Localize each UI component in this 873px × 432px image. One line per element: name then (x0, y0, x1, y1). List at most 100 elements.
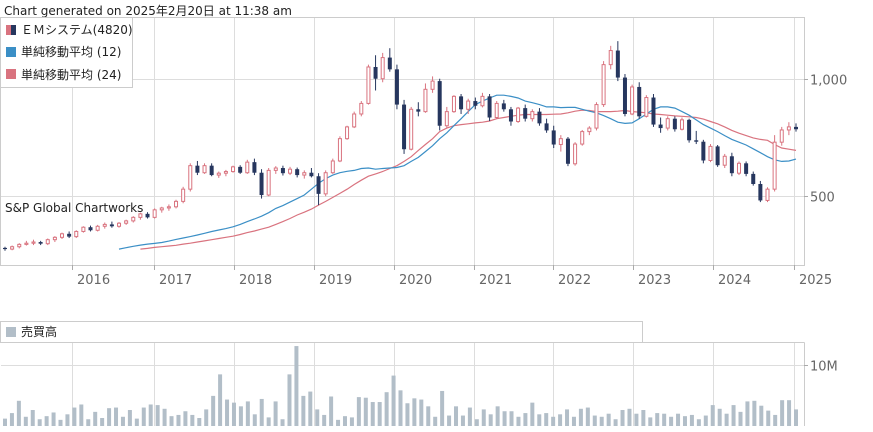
candle-body-28 (202, 165, 207, 174)
x-tick-label-2025: 2025 (799, 273, 832, 288)
candle-4 (31, 239, 36, 246)
candle-21 (152, 208, 157, 219)
candle-body-49 (352, 113, 357, 128)
candle-body-68 (487, 96, 492, 118)
volume-bar-101 (703, 415, 708, 426)
candle-body-18 (131, 216, 136, 222)
volume-bar-95 (662, 413, 667, 426)
volume-bar-7 (51, 412, 56, 426)
candle-body-79 (565, 138, 570, 164)
volume-bar-113 (787, 400, 792, 426)
volume-bar-53 (370, 402, 375, 426)
candle-body-25 (181, 188, 186, 202)
candle-body-65 (466, 100, 471, 110)
volume-bar-48 (336, 419, 341, 426)
candle-93 (665, 116, 670, 131)
candle-2 (17, 243, 22, 249)
candle-body-74 (530, 111, 535, 120)
volume-bar-62 (433, 416, 438, 426)
candle-59 (423, 83, 428, 113)
candle-22 (159, 206, 164, 213)
volume-bar-6 (44, 416, 49, 426)
candle-body-0 (3, 247, 7, 250)
candle-104 (744, 161, 749, 177)
volume-bar-59 (412, 398, 417, 426)
volume-bar-69 (481, 409, 486, 426)
candle-77 (551, 125, 556, 149)
x-tick-label-2023: 2023 (638, 273, 671, 288)
candle-body-105 (751, 173, 756, 184)
legend-label-volume: 売買高 (21, 324, 57, 339)
price-legend: ＥＭシステム(4820) 単純移動平均 (12) 単純移動平均 (24) (0, 17, 133, 88)
candle-body-62 (444, 111, 449, 127)
candlesticks (3, 41, 798, 251)
candle-body-50 (359, 102, 364, 115)
volume-bar-37 (259, 398, 264, 426)
candle-18 (131, 216, 136, 223)
volume-bar-26 (183, 411, 188, 426)
volume-bar-109 (759, 405, 764, 426)
candle-body-51 (366, 66, 371, 104)
legend-swatch-em-system (6, 25, 11, 35)
candle-body-48 (345, 126, 350, 140)
candle-body-108 (772, 141, 777, 190)
volume-bar-68 (474, 419, 479, 426)
volume-bar-13 (93, 411, 98, 426)
candle-37 (266, 168, 271, 197)
volume-bar-80 (558, 414, 563, 426)
candle-body-70 (501, 103, 506, 110)
candle-body-56 (402, 104, 407, 150)
volume-bar-30 (211, 395, 216, 426)
candle-64 (459, 94, 464, 114)
candle-101 (722, 153, 727, 169)
legend-item-sma24: 単純移動平均 (24) (6, 68, 121, 82)
x-tick-label-2020: 2020 (399, 273, 432, 288)
candle-body-90 (644, 97, 649, 117)
candle-24 (174, 199, 179, 209)
candle-body-30 (216, 172, 221, 176)
candle-39 (280, 165, 285, 176)
candle-body-81 (580, 131, 585, 145)
candle-56 (402, 99, 407, 154)
volume-bar-75 (523, 413, 528, 426)
candle-14 (102, 222, 107, 229)
volume-bar-64 (447, 415, 452, 426)
candle-body-41 (295, 169, 300, 176)
watermark: S&P Global Chartworks (5, 201, 143, 215)
candle-60 (430, 76, 435, 93)
volume-bar-76 (530, 402, 535, 426)
volume-bar-98 (682, 416, 687, 426)
moving-averages (118, 94, 797, 250)
volume-bar-3 (23, 416, 28, 426)
volume-bar-73 (509, 411, 514, 426)
candle-100 (715, 144, 720, 167)
volume-bar-108 (752, 400, 757, 426)
candle-109 (779, 126, 784, 146)
volume-bar-42 (294, 346, 299, 426)
candle-body-22 (159, 207, 164, 211)
candle-body-35 (252, 162, 257, 173)
candle-body-87 (622, 77, 627, 114)
volume-bar-33 (231, 402, 236, 426)
candle-body-53 (380, 57, 385, 80)
candle-83 (594, 102, 599, 131)
candle-9 (67, 231, 72, 239)
candle-body-86 (615, 50, 620, 78)
volume-bar-60 (419, 399, 424, 426)
volume-bar-8 (58, 419, 63, 426)
volume-bar-97 (676, 413, 681, 426)
candle-98 (701, 139, 706, 164)
candle-76 (544, 118, 549, 133)
volume-bar-43 (301, 395, 306, 426)
legend-swatch-volume (6, 327, 16, 337)
candle-body-85 (608, 50, 613, 66)
volume-bar-56 (391, 375, 396, 426)
volume-bar-77 (537, 414, 542, 426)
candle-body-10 (74, 230, 79, 238)
volume-bar-20 (141, 407, 146, 426)
candle-49 (352, 111, 357, 129)
vol-y-tick-label-10: 10M (810, 360, 838, 375)
candle-body-103 (736, 162, 741, 174)
candle-32 (231, 165, 236, 173)
volume-bar-86 (599, 416, 604, 426)
